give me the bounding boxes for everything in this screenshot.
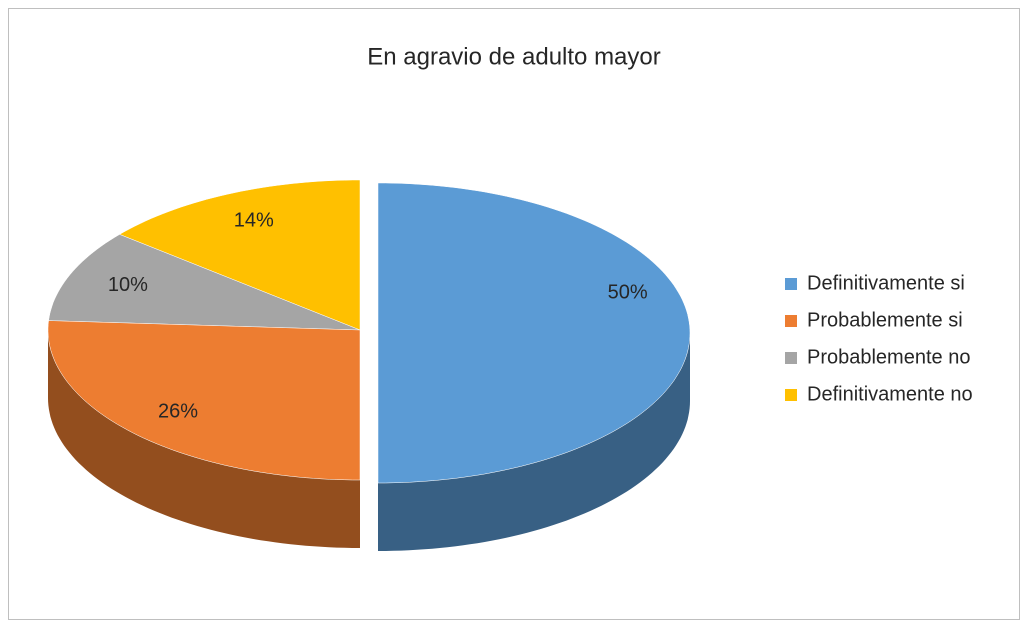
slice — [48, 234, 361, 331]
slice — [119, 179, 361, 331]
legend-swatch — [785, 278, 797, 290]
legend-label: Definitivamente si — [807, 272, 965, 294]
slice — [377, 182, 691, 484]
data-label: 50% — [608, 281, 648, 303]
data-label: 14% — [234, 210, 274, 232]
legend-swatch — [785, 352, 797, 364]
data-label: 26% — [158, 400, 198, 422]
legend-label: Probablemente si — [807, 309, 963, 331]
slice-side — [378, 333, 690, 551]
data-label: 10% — [108, 274, 148, 296]
legend-swatch — [785, 315, 797, 327]
slice — [47, 320, 361, 481]
legend-label: Probablemente no — [807, 346, 970, 368]
legend-label: Definitivamente no — [807, 383, 973, 405]
legend-swatch — [785, 389, 797, 401]
slice-side — [48, 330, 360, 548]
chart-title: En agravio de adulto mayor — [367, 43, 661, 70]
